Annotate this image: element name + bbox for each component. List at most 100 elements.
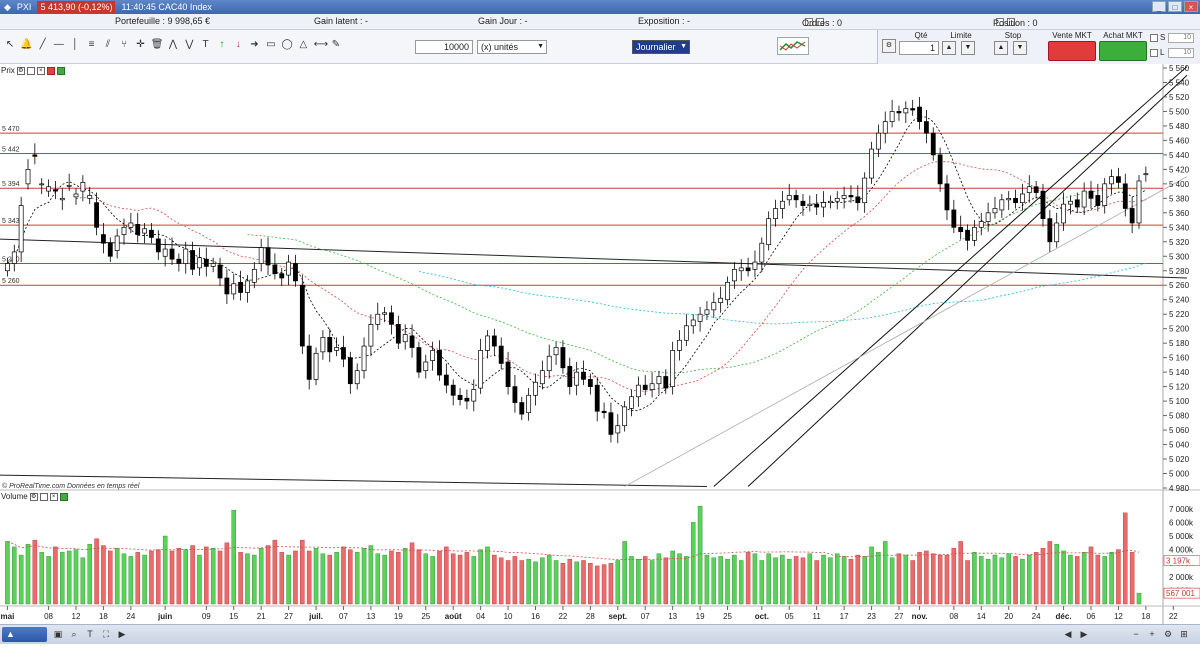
- vertical-line-icon[interactable]: │: [72, 39, 79, 50]
- volume-bar: [677, 553, 682, 605]
- close-button[interactable]: ×: [1184, 1, 1198, 12]
- buy-market-button[interactable]: [1099, 41, 1147, 61]
- close-panel-icon[interactable]: ×: [36, 66, 45, 75]
- line-icon[interactable]: ╱: [39, 39, 46, 50]
- close-panel-icon[interactable]: ×: [49, 492, 58, 501]
- maximize-panel-icon[interactable]: [26, 66, 35, 75]
- share-button[interactable]: ▲ Partager: [2, 627, 47, 654]
- arrow-icon[interactable]: ➜: [250, 39, 259, 50]
- date-tick-label: nov.: [912, 612, 928, 621]
- horizontal-line-icon[interactable]: —: [53, 39, 64, 50]
- quantity-input[interactable]: 10000: [415, 40, 473, 54]
- volume-bar: [958, 541, 963, 605]
- candle-body: [882, 121, 888, 134]
- volume-bar: [848, 558, 854, 605]
- channel-icon[interactable]: ⫽: [105, 39, 111, 50]
- scroll-left-icon[interactable]: ◀: [1064, 629, 1072, 639]
- price-chart[interactable]: 5 470 5 442 5 394 5 343 5 290 5 260 5 560 5 54…: [0, 64, 1200, 624]
- text-icon[interactable]: T: [87, 629, 93, 639]
- stop-sell-icon[interactable]: ▼: [1013, 41, 1027, 55]
- bell-icon[interactable]: 🔔: [20, 39, 33, 50]
- volume-bar: [663, 557, 669, 605]
- wrench-icon[interactable]: ⚙: [882, 39, 896, 53]
- orders-checkbox-2[interactable]: [816, 17, 824, 26]
- text-icon[interactable]: T: [202, 39, 209, 50]
- wrench-icon[interactable]: ⚙: [16, 66, 25, 75]
- zoom-icon[interactable]: ⌕: [71, 629, 77, 639]
- crosshair-icon[interactable]: ✛: [136, 39, 145, 50]
- limit-offset-input[interactable]: 10: [1168, 48, 1194, 58]
- volume-bar: [855, 554, 861, 605]
- volume-bar: [348, 549, 353, 605]
- sell-arrow-icon[interactable]: ↓: [235, 39, 241, 50]
- buy-arrow-icon[interactable]: ↑: [219, 39, 225, 50]
- candle-body: [793, 195, 799, 201]
- settings-icon[interactable]: ⚙: [1163, 629, 1173, 639]
- price-tick-label: 5 440: [1169, 151, 1190, 160]
- fullscreen-icon[interactable]: ⛶: [102, 629, 110, 639]
- window-titlebar: ◆ PXI 5 413,90 (-0,12%) 11:40:45 CAC40 I…: [0, 0, 1200, 14]
- play-icon[interactable]: ▶: [118, 629, 126, 639]
- zoom-out-icon[interactable]: −: [1133, 629, 1139, 639]
- position-checkbox-2[interactable]: [1007, 17, 1015, 26]
- minimize-button[interactable]: _: [1152, 1, 1166, 12]
- maximize-panel-icon[interactable]: [39, 492, 48, 501]
- ellipse-icon[interactable]: ◯: [281, 39, 293, 50]
- app-code: PXI: [16, 2, 32, 12]
- red-status-icon[interactable]: [46, 66, 55, 75]
- period-select[interactable]: Journalier ▼: [632, 40, 690, 54]
- position-checkbox[interactable]: [996, 17, 1004, 26]
- stop-checkbox[interactable]: [1150, 33, 1158, 42]
- zigzag-icon[interactable]: ⋀: [168, 39, 178, 50]
- volume-bar: [917, 552, 922, 605]
- chart-style-button[interactable]: [777, 37, 809, 55]
- stop-toggle[interactable]: S: [1150, 33, 1165, 42]
- price-tick-label: 5 300: [1169, 252, 1190, 261]
- rectangle-icon[interactable]: ▭: [266, 39, 276, 50]
- candle-body: [827, 200, 833, 204]
- sell-market-button[interactable]: [1048, 41, 1096, 61]
- zoom-in-icon[interactable]: +: [1149, 629, 1155, 639]
- limit-toggle[interactable]: L: [1150, 48, 1164, 57]
- date-tick-label: 15: [229, 612, 238, 621]
- order-quantity-input[interactable]: 1: [899, 41, 939, 55]
- candle-body: [11, 251, 17, 264]
- price-tick-label: 5 000: [1169, 470, 1190, 479]
- volume-bar: [183, 549, 188, 605]
- scroll-right-icon[interactable]: ▶: [1080, 629, 1088, 639]
- volume-bar: [1027, 554, 1032, 605]
- stop-buy-icon[interactable]: ▲: [994, 41, 1008, 55]
- title-price: 5 413,90 (-0,12%): [37, 1, 116, 13]
- app-menu-icon[interactable]: ◆: [4, 1, 11, 12]
- orders-checkbox[interactable]: [805, 17, 813, 26]
- limit-buy-icon[interactable]: ▲: [942, 41, 956, 55]
- lock-icon[interactable]: ⊞: [1180, 629, 1188, 639]
- volume-bar: [1075, 556, 1080, 605]
- maximize-button[interactable]: □: [1168, 1, 1182, 12]
- trash-icon[interactable]: 🗑: [150, 39, 164, 50]
- price-tick-label: 5 420: [1169, 165, 1190, 174]
- volume-bar: [567, 558, 573, 605]
- stop-offset-input[interactable]: 10: [1168, 33, 1194, 43]
- screenshot-icon[interactable]: ▣: [53, 629, 63, 639]
- fibonacci-icon[interactable]: ≡: [88, 39, 95, 50]
- wrench-icon[interactable]: ⚙: [29, 492, 38, 501]
- volume-bar: [327, 554, 333, 605]
- fork-icon[interactable]: ⑂: [121, 39, 128, 50]
- price-tick-label: 5 080: [1169, 412, 1190, 421]
- volume-bar: [5, 541, 10, 605]
- date-tick-label: 19: [394, 612, 403, 621]
- limit-checkbox[interactable]: [1150, 48, 1158, 57]
- green-status-icon[interactable]: [56, 66, 65, 75]
- measure-icon[interactable]: ⟷: [313, 39, 329, 50]
- date-tick-label: 27: [284, 612, 293, 621]
- date-tick-label: 16: [531, 612, 540, 621]
- limit-sell-icon[interactable]: ▼: [961, 41, 975, 55]
- volume-bar: [231, 509, 237, 605]
- zigzag-icon-2[interactable]: ⋁: [185, 39, 194, 50]
- green-status-icon[interactable]: [59, 492, 68, 501]
- unit-select[interactable]: (x) unités ▼: [477, 40, 547, 54]
- pointer-icon[interactable]: ↖: [5, 39, 15, 50]
- pen-icon[interactable]: ✎: [331, 39, 341, 50]
- triangle-icon[interactable]: △: [299, 39, 308, 50]
